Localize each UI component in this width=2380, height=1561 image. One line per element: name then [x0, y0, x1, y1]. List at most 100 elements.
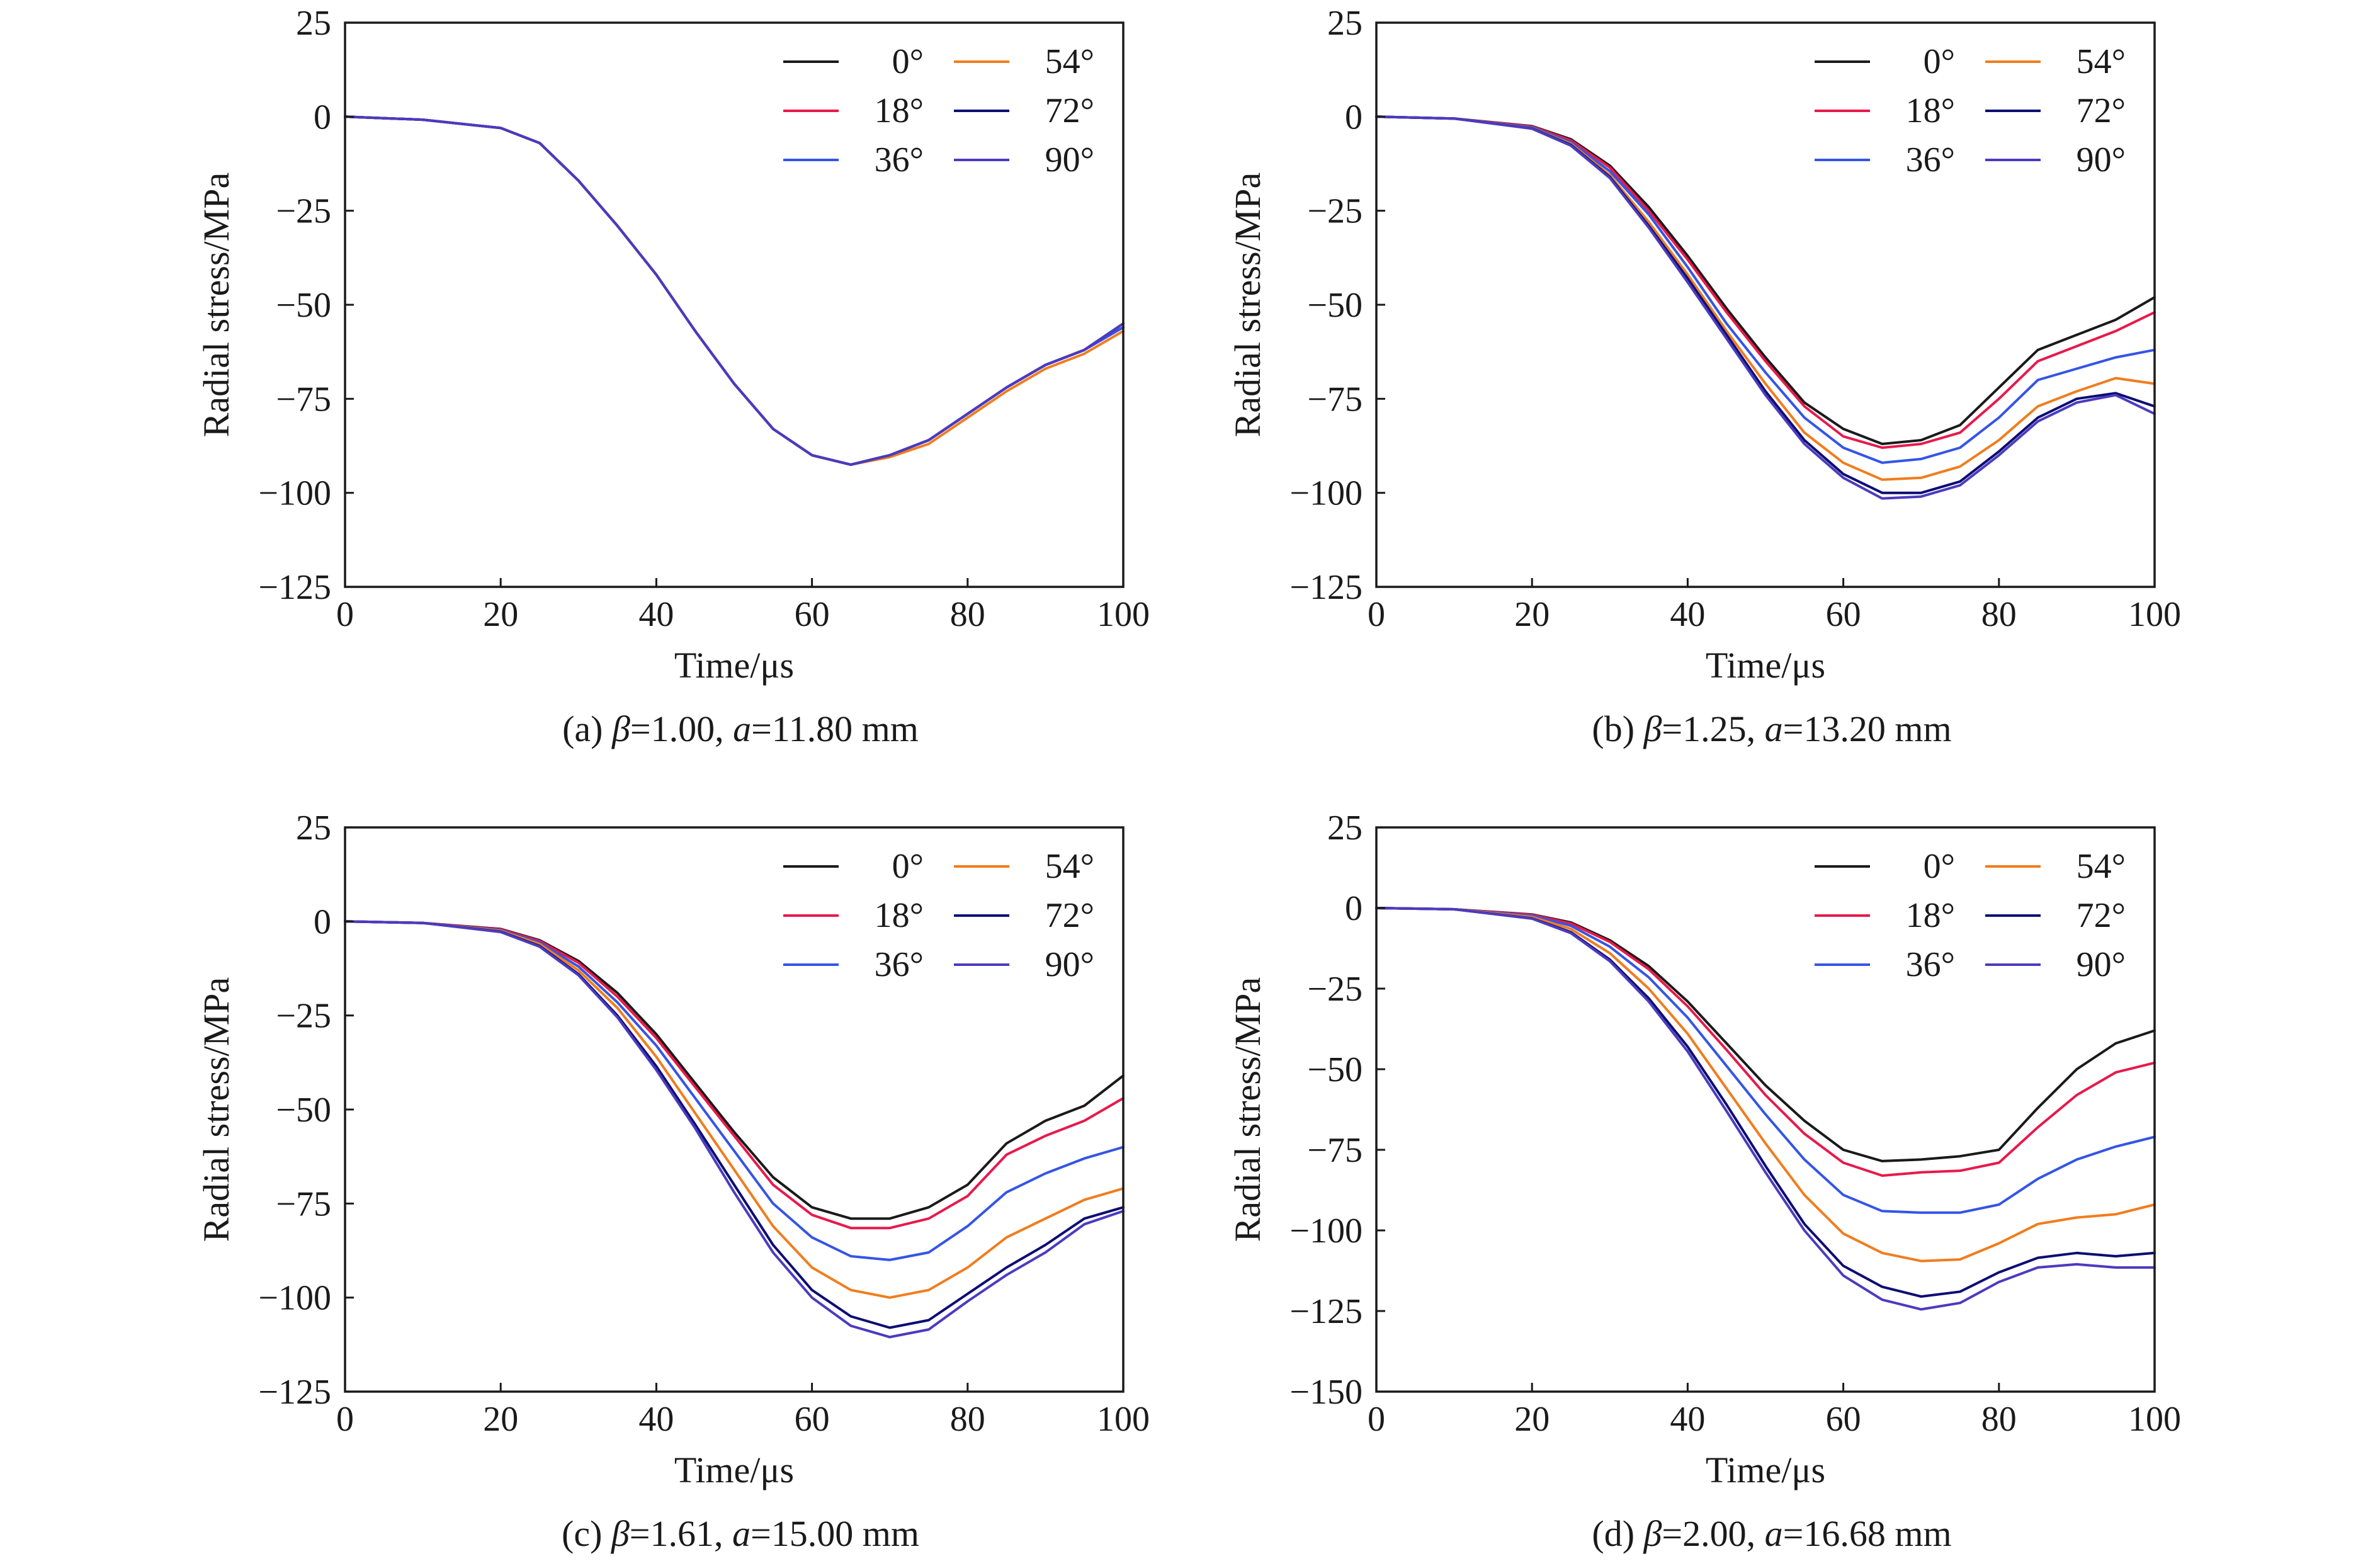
plot-frame	[1375, 21, 2156, 588]
x-tick-label: 0	[336, 1400, 354, 1439]
series-line-d-0	[1375, 907, 2156, 1162]
panel-caption: (b) β=1.25, a=13.20 mm	[1592, 708, 1951, 749]
y-axis-label: Radial stress/MPa	[1227, 173, 1268, 437]
x-tick-label: 20	[483, 1400, 518, 1439]
series-line-c-1	[344, 920, 1125, 1230]
y-tick-label: −25	[1307, 192, 1363, 231]
series-line-d-1	[1375, 907, 2156, 1177]
series-line-b-3	[1375, 115, 2156, 481]
panel-caption: (a) β=1.00, a=11.80 mm	[562, 708, 919, 749]
x-tick-label: 0	[1368, 1400, 1385, 1439]
legend-label: 18°	[1906, 896, 1955, 935]
y-tick-label: −125	[1289, 1292, 1363, 1331]
series-line-a-0	[344, 115, 1125, 466]
x-tick-label: 0	[1368, 595, 1385, 634]
y-tick-label: −75	[276, 380, 331, 419]
x-tick-label: 40	[1670, 1400, 1705, 1439]
panel-caption: (c) β=1.61, a=15.00 mm	[562, 1513, 919, 1554]
x-tick-label: 80	[1981, 1400, 2017, 1439]
y-tick-label: 25	[1327, 4, 1363, 43]
x-tick-label: 60	[795, 1400, 830, 1439]
y-tick-label: −25	[1307, 970, 1363, 1009]
x-tick-label: 100	[1097, 1400, 1150, 1439]
series-line-b-4	[1375, 115, 2156, 494]
series-line-c-3	[344, 920, 1125, 1299]
legend: 0° 18° 36° 54° 72° 90°	[783, 847, 1094, 984]
y-tick-label: −50	[276, 286, 331, 325]
y-axis-label: Radial stress/MPa	[1227, 977, 1268, 1242]
legend-label: 54°	[2077, 847, 2126, 886]
legend-label: 54°	[1045, 42, 1094, 81]
legend-label: 0°	[1924, 42, 1955, 81]
y-tick-label: −75	[276, 1184, 331, 1223]
y-tick-label: −75	[1307, 1131, 1363, 1170]
x-tick-label: 80	[950, 595, 985, 634]
chart-panel-c: 0 20 40 60 80 100 25 0 −25 −50 −75 −100 −125 Time/μs R…	[196, 809, 1150, 1554]
y-tick-label: −75	[1307, 380, 1363, 419]
legend-label: 36°	[875, 945, 924, 984]
series-line-a-5	[344, 115, 1125, 466]
x-tick-label: 80	[1981, 595, 2017, 634]
series-line-b-1	[1375, 115, 2156, 449]
legend-label: 90°	[1045, 945, 1094, 984]
chart-panel-a: 0 20 40 60 80 100 25 0 −25 −50 −75 −100 −125 Time/μs R…	[196, 4, 1150, 749]
y-axis-label: Radial stress/MPa	[196, 173, 237, 437]
legend-label: 36°	[875, 140, 924, 179]
series-line-b-5	[1375, 115, 2156, 500]
x-tick-label: 60	[1826, 595, 1861, 634]
legend-label: 90°	[1045, 140, 1094, 179]
series-line-c-2	[344, 920, 1125, 1261]
y-tick-label: −125	[1289, 568, 1363, 607]
series-line-a-4	[344, 115, 1125, 466]
x-tick-label: 100	[1097, 595, 1150, 634]
y-tick-label: −100	[258, 474, 331, 513]
y-tick-label: 25	[296, 809, 331, 848]
legend-label: 72°	[1045, 91, 1094, 130]
legend-label: 18°	[875, 896, 924, 935]
x-tick-label: 100	[2128, 1400, 2181, 1439]
legend-label: 90°	[2077, 945, 2126, 984]
series-line-c-0	[344, 920, 1125, 1220]
legend-label: 72°	[2077, 91, 2126, 130]
y-tick-label: −125	[258, 1373, 331, 1412]
legend-label: 72°	[1045, 896, 1094, 935]
y-tick-label: −100	[1289, 474, 1363, 513]
y-tick-label: −50	[1307, 1050, 1363, 1089]
x-tick-label: 20	[1514, 595, 1550, 634]
x-tick-label: 20	[1514, 1400, 1550, 1439]
legend: 0° 18° 36° 54° 72° 90°	[1815, 42, 2126, 179]
x-tick-label: 20	[483, 595, 518, 634]
legend-label: 0°	[1924, 847, 1955, 886]
legend: 0° 18° 36° 54° 72° 90°	[783, 42, 1094, 179]
legend-label: 54°	[2077, 42, 2126, 81]
series-line-d-5	[1375, 907, 2156, 1311]
plot-frame	[344, 826, 1125, 1393]
legend-label: 36°	[1906, 945, 1955, 984]
y-tick-label: −100	[1289, 1212, 1363, 1251]
x-tick-label: 100	[2128, 595, 2181, 634]
panel-caption: (d) β=2.00, a=16.68 mm	[1592, 1513, 1951, 1554]
y-tick-label: 25	[1327, 809, 1363, 848]
series-line-a-3	[344, 115, 1125, 466]
chart-panel-b: 0 20 40 60 80 100 25 0 −25 −50 −75 −100 −125 Time/μs R…	[1227, 4, 2181, 749]
legend-label: 72°	[2077, 896, 2126, 935]
x-axis-label: Time/μs	[1706, 1450, 1825, 1490]
y-tick-label: −25	[276, 192, 331, 231]
y-tick-label: 0	[314, 98, 331, 137]
y-tick-label: −25	[276, 997, 331, 1036]
legend-label: 18°	[1906, 91, 1955, 130]
series-line-a-1	[344, 115, 1125, 466]
series-line-d-4	[1375, 907, 2156, 1298]
legend-label: 54°	[1045, 847, 1094, 886]
y-axis-label: Radial stress/MPa	[196, 977, 237, 1242]
y-tick-label: 0	[1345, 98, 1363, 137]
x-tick-label: 40	[638, 1400, 674, 1439]
y-tick-label: −150	[1289, 1373, 1363, 1412]
x-tick-label: 0	[336, 595, 354, 634]
legend-label: 36°	[1906, 140, 1955, 179]
series-line-b-2	[1375, 115, 2156, 464]
legend-label: 0°	[892, 847, 924, 886]
x-tick-label: 60	[795, 595, 830, 634]
x-axis-label: Time/μs	[674, 645, 794, 686]
